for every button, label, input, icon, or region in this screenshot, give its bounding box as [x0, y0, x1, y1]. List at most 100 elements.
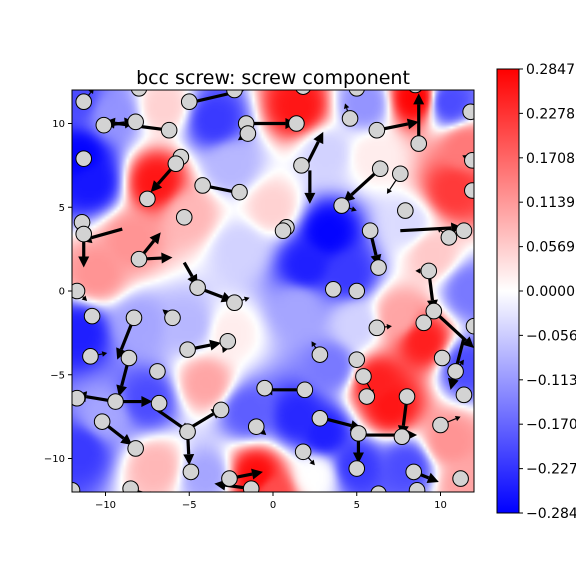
colorbar-gradient — [496, 68, 520, 514]
atom-marker — [295, 90, 311, 95]
atom-marker — [120, 349, 138, 367]
atom-marker — [432, 416, 449, 434]
field-heatmap — [72, 90, 474, 492]
atom-marker — [405, 463, 423, 481]
atom-marker — [72, 482, 81, 492]
y-tick-label: 10 — [52, 119, 65, 130]
atom-marker — [72, 282, 86, 300]
atom-marker — [175, 209, 193, 226]
y-axis: 10 5 0 −5 −10 — [44, 119, 72, 465]
atom-marker — [425, 302, 443, 320]
atom-marker — [325, 281, 342, 298]
atom-marker — [130, 250, 148, 268]
atom-marker — [164, 309, 181, 327]
atom-marker — [179, 341, 196, 358]
atom-marker — [440, 229, 458, 246]
atoms — [72, 90, 474, 492]
atom-marker — [368, 121, 386, 139]
atom-marker — [127, 113, 144, 131]
atom-marker — [83, 307, 101, 325]
atom-marker — [72, 389, 86, 407]
atom-marker — [274, 222, 292, 239]
atom-marker — [415, 314, 433, 332]
x-tick-label: 10 — [434, 500, 447, 511]
x-tick-label: 0 — [270, 500, 276, 511]
atom-marker — [447, 363, 464, 380]
y-tick-label: −10 — [44, 454, 65, 465]
atom-marker — [75, 225, 93, 243]
atom-marker — [231, 183, 248, 201]
atom-marker — [179, 423, 196, 441]
atom-marker — [182, 463, 200, 481]
colorbar-tick-label: −0.1139 — [526, 373, 576, 389]
colorbar: 0.2847 0.2278 0.1708 0.1139 0.0569 0.0000 −0.0… — [496, 62, 576, 522]
atom-marker — [465, 317, 474, 335]
atom-marker — [107, 393, 124, 410]
colorbar-tick-label: −0.0569 — [526, 328, 576, 344]
atom-marker — [127, 440, 144, 457]
atom-marker — [370, 259, 387, 276]
atom-marker — [350, 425, 367, 442]
atom-marker — [149, 363, 166, 380]
atom-marker — [219, 332, 237, 350]
colorbar-tick-label: −0.2847 — [526, 506, 576, 522]
atom-marker — [348, 351, 366, 368]
atom-marker — [93, 413, 111, 430]
colorbar-tick-label: −0.1708 — [526, 417, 576, 433]
atom-marker — [361, 222, 379, 239]
atom-marker — [410, 135, 428, 152]
atom-marker — [408, 482, 426, 492]
colorbar-tick-label: 0.2278 — [526, 106, 575, 122]
atom-marker — [212, 401, 230, 419]
atom-marker — [242, 480, 260, 492]
chart-title: bcc screw: screw component — [136, 67, 410, 89]
atom-marker — [370, 485, 387, 492]
atom-marker — [393, 428, 411, 446]
colorbar-tick-label: 0.2847 — [526, 62, 575, 78]
x-tick-label: −10 — [95, 500, 116, 511]
atom-marker — [189, 279, 206, 296]
atom-marker — [75, 93, 93, 111]
y-tick-label: −5 — [50, 370, 65, 381]
atom-marker — [139, 190, 156, 208]
atom-marker — [455, 386, 473, 404]
atom-marker — [333, 197, 350, 214]
x-axis: −10 −5 0 5 10 — [95, 492, 447, 511]
atom-marker — [247, 418, 265, 435]
atom-marker — [180, 93, 198, 111]
atom-marker — [408, 90, 422, 94]
atom-marker — [239, 125, 257, 142]
atom-marker — [95, 116, 113, 134]
atom-marker — [125, 309, 143, 327]
y-tick-label: 0 — [59, 287, 65, 298]
atom-marker — [368, 319, 386, 337]
atom-marker — [122, 480, 139, 492]
atom-marker — [130, 90, 148, 97]
atom-marker — [433, 349, 451, 367]
atom-marker — [462, 103, 474, 121]
atom-marker — [464, 182, 474, 199]
atom-marker — [288, 115, 305, 132]
atom-marker — [348, 90, 365, 97]
atom-marker — [464, 152, 474, 169]
atom-marker — [420, 262, 438, 280]
colorbar-ticks: 0.2847 0.2278 0.1708 0.1139 0.0569 0.0000 −0.0… — [519, 62, 576, 522]
atom-marker — [150, 394, 168, 412]
y-tick-label: 5 — [59, 203, 65, 214]
atom-marker — [348, 282, 366, 300]
colorbar-tick-label: 0.1139 — [526, 195, 575, 211]
colorbar-tick-label: 0.0569 — [526, 240, 575, 256]
atom-marker — [167, 155, 185, 172]
atom-marker — [293, 157, 310, 174]
atom-marker — [397, 202, 414, 219]
atom-marker — [226, 294, 243, 312]
atom-marker — [311, 346, 329, 363]
colorbar-tick-label: 0.1708 — [526, 151, 575, 167]
atom-marker — [221, 470, 238, 487]
atom-marker — [296, 381, 314, 399]
colorbar-tick-label: −0.2278 — [526, 462, 576, 478]
x-tick-label: −5 — [182, 500, 197, 511]
displacement-arrow — [304, 170, 316, 204]
colorbar-tick-label: 0.0000 — [526, 284, 575, 300]
atom-marker — [455, 222, 473, 239]
